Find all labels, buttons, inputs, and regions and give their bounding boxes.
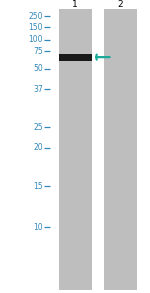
Bar	[103, 9, 136, 290]
Text: 250: 250	[28, 12, 43, 21]
Text: 75: 75	[33, 47, 43, 56]
Text: 2: 2	[117, 0, 123, 9]
Text: 37: 37	[33, 85, 43, 94]
Text: 100: 100	[28, 35, 43, 44]
Text: 20: 20	[33, 144, 43, 152]
Text: 10: 10	[33, 223, 43, 231]
Text: 15: 15	[33, 182, 43, 190]
Text: 50: 50	[33, 64, 43, 73]
Text: 1: 1	[72, 0, 78, 9]
Bar	[58, 54, 92, 61]
Text: 25: 25	[33, 123, 43, 132]
Bar	[58, 9, 92, 290]
Text: 150: 150	[28, 23, 43, 32]
